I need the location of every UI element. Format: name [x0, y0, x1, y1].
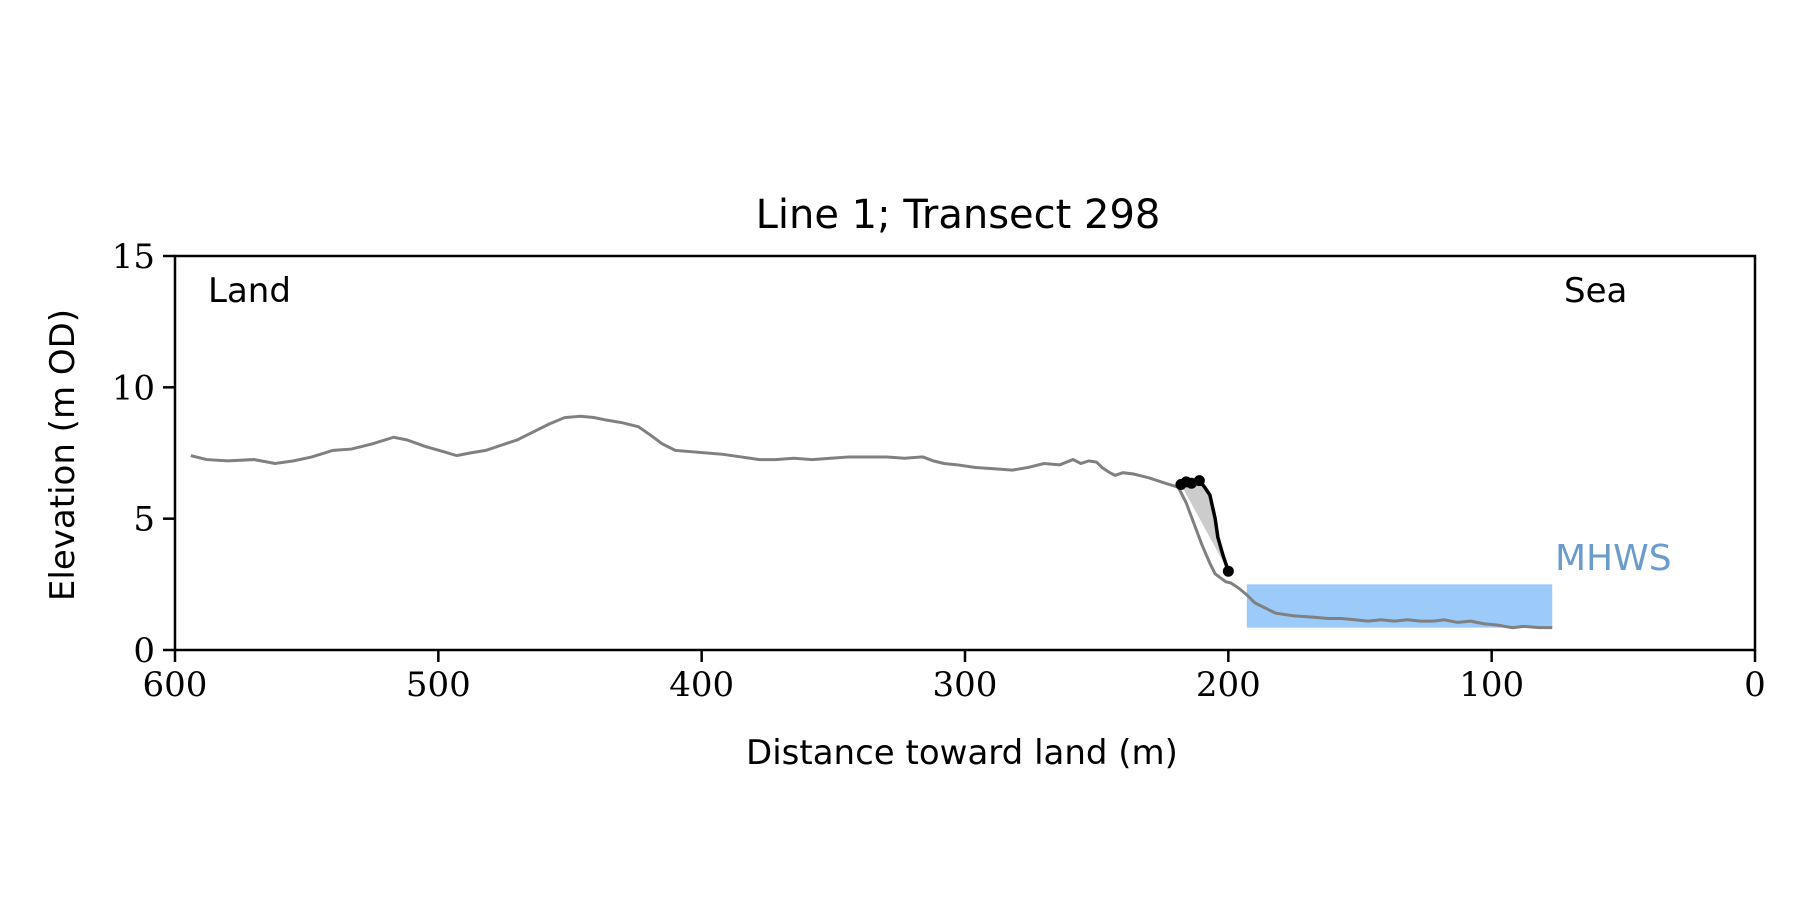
- cliff-marker-3: [1193, 475, 1205, 487]
- y-axis-label: Elevation (m OD): [43, 309, 83, 601]
- land-annotation: Land: [208, 271, 291, 311]
- y-tick-label: 5: [133, 500, 155, 540]
- x-tick-label: 100: [1459, 665, 1524, 705]
- x-tick-label: 400: [669, 665, 734, 705]
- cliff-markers: [1175, 475, 1234, 577]
- mhws-label: MHWS: [1555, 538, 1672, 579]
- plot-area: [190, 414, 1553, 630]
- y-axis-ticks: 0 5 10 15: [112, 237, 175, 671]
- cliff-shaded-area: [1180, 480, 1229, 572]
- chart-title: Line 1; Transect 298: [756, 192, 1161, 238]
- x-tick-label: 200: [1196, 665, 1261, 705]
- sea-annotation: Sea: [1564, 271, 1627, 311]
- x-axis-label: Distance toward land (m): [746, 733, 1178, 773]
- y-tick-label: 0: [133, 631, 155, 671]
- x-tick-label: 600: [143, 665, 208, 705]
- y-tick-label: 15: [112, 237, 155, 277]
- x-axis-ticks: 600 500 400 300 200 100 0: [143, 650, 1766, 705]
- x-tick-label: 0: [1744, 665, 1766, 705]
- y-tick-label: 10: [112, 368, 155, 408]
- x-tick-label: 300: [933, 665, 998, 705]
- cliff-marker-4: [1222, 565, 1234, 577]
- x-tick-label: 500: [406, 665, 471, 705]
- elevation-profile-line: [190, 414, 1553, 630]
